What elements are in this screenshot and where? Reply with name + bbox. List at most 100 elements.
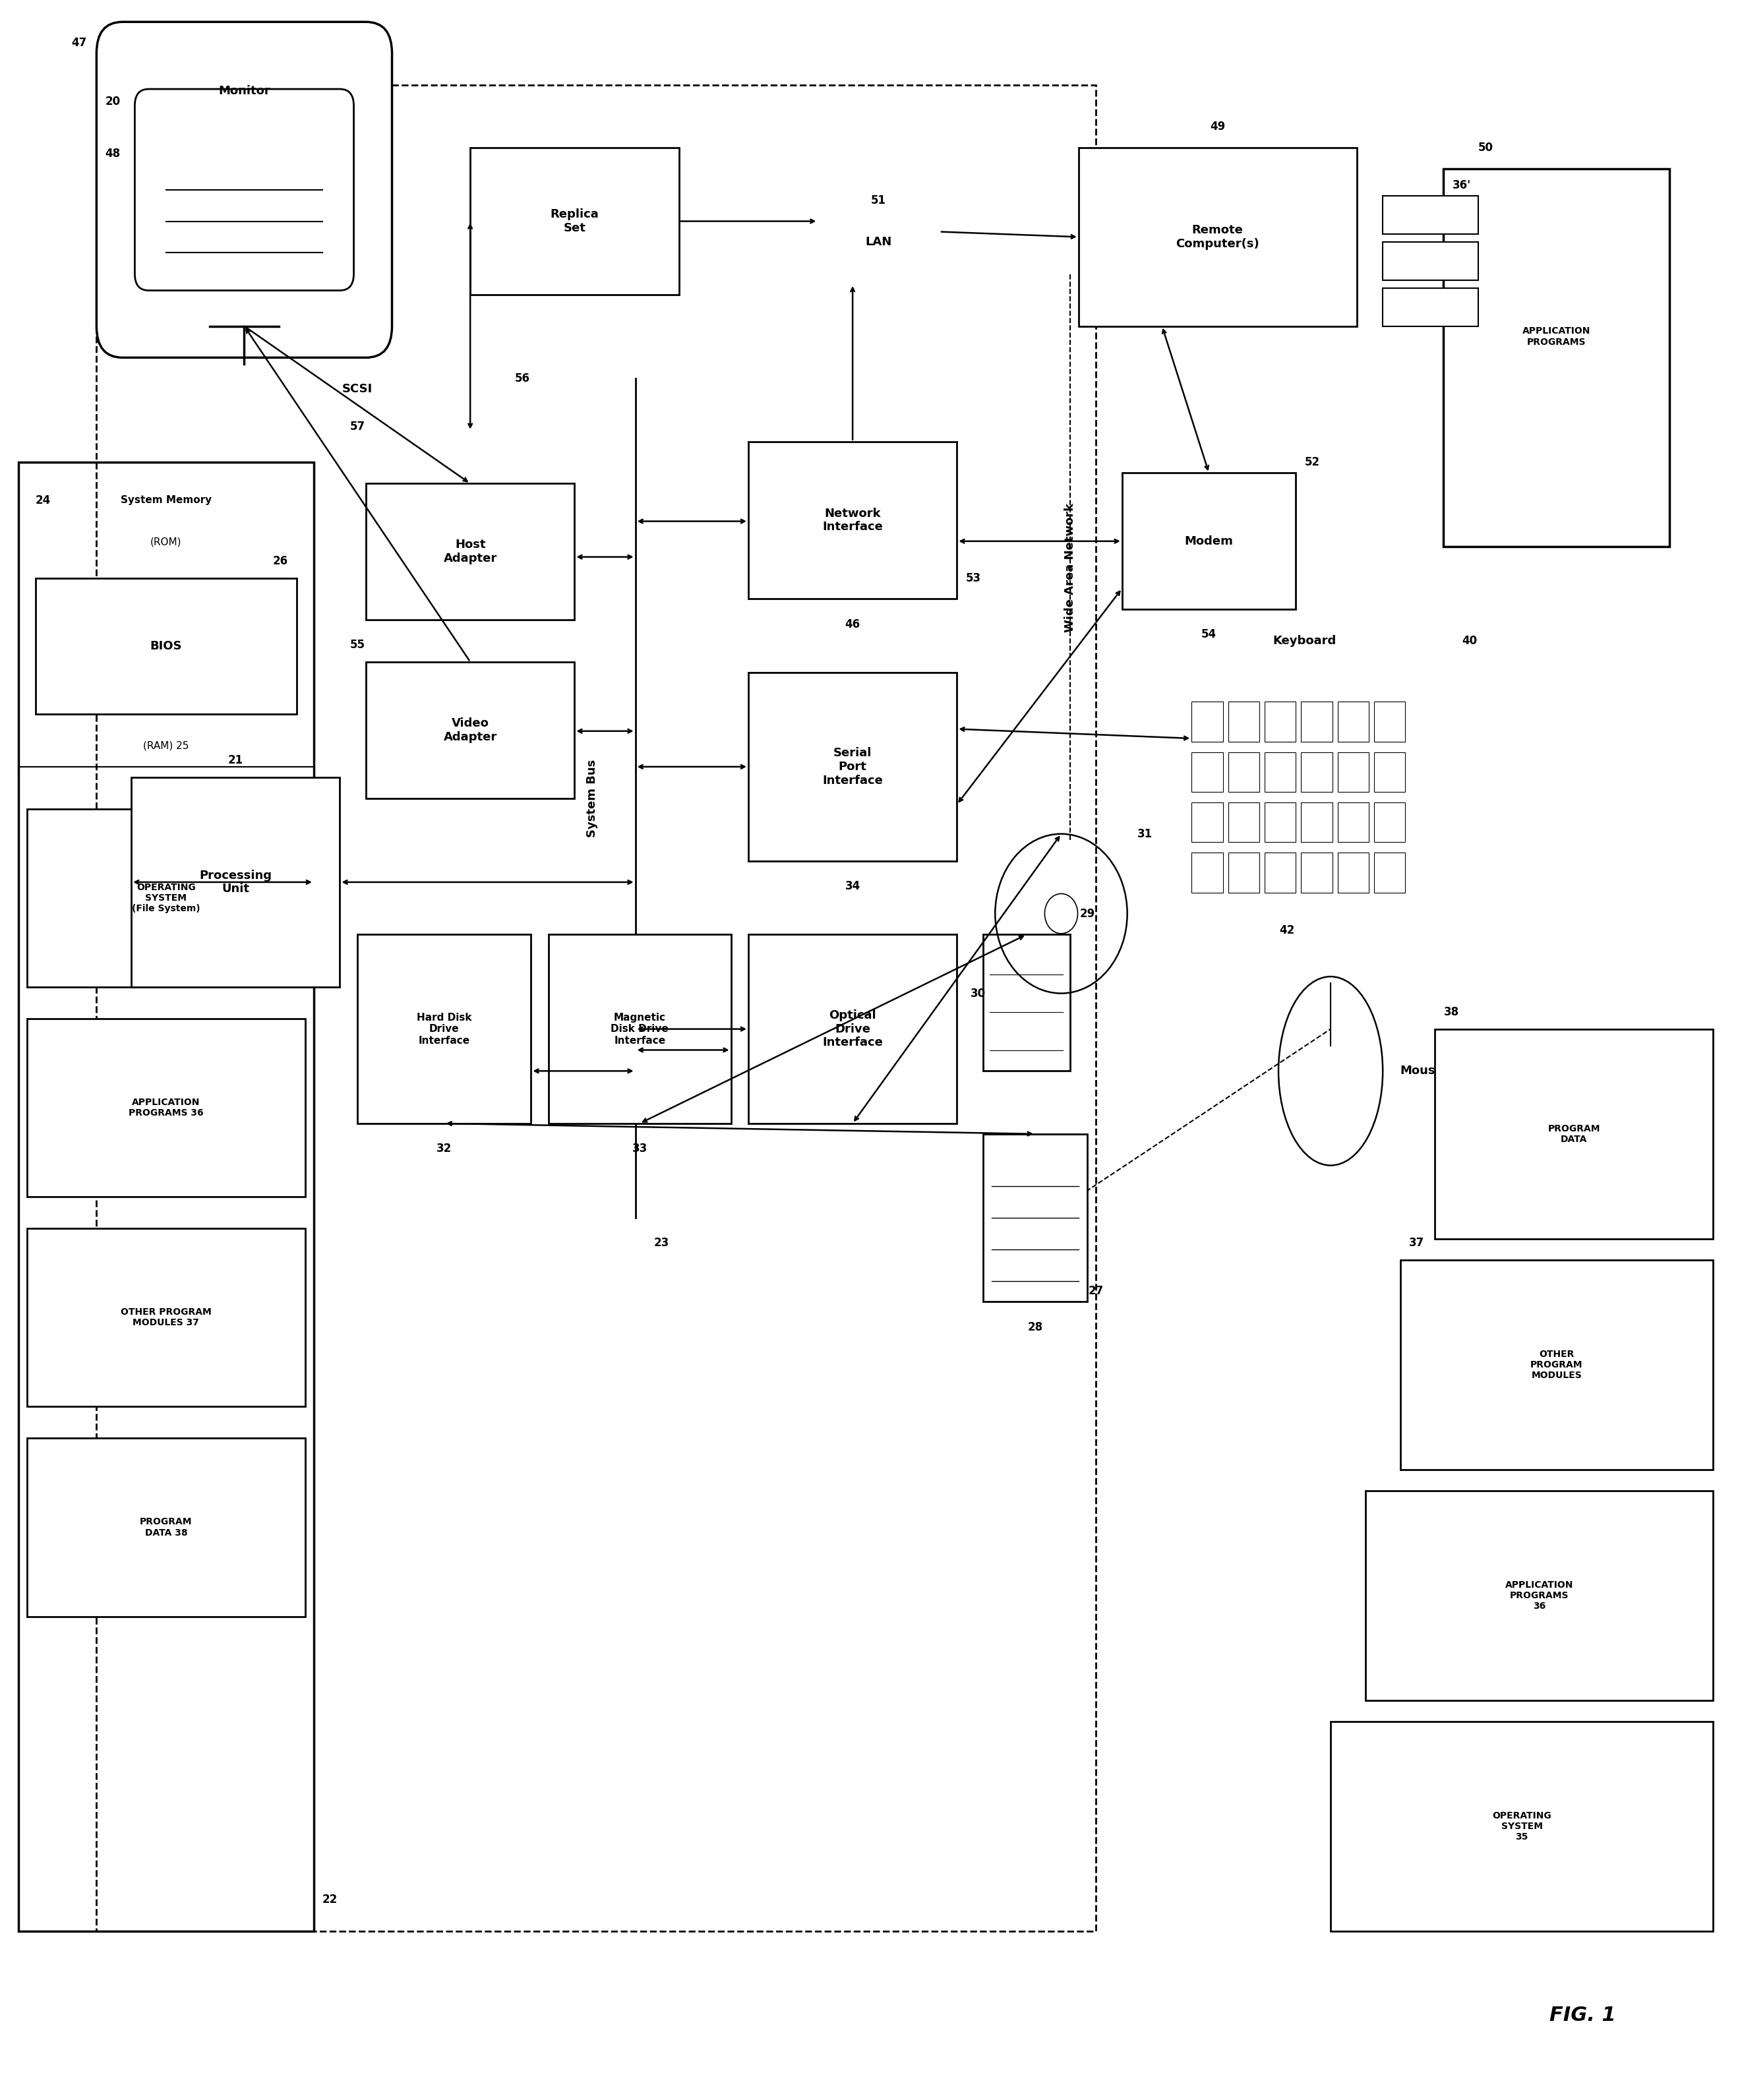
Text: 54: 54 — [1201, 628, 1216, 640]
Text: OPERATING
SYSTEM
(File System): OPERATING SYSTEM (File System) — [132, 882, 200, 914]
Bar — [1228, 701, 1260, 741]
Bar — [748, 934, 957, 1124]
Text: Video
Adapter: Video Adapter — [444, 718, 498, 743]
Text: 29: 29 — [1079, 907, 1094, 920]
Text: 27: 27 — [1088, 1285, 1103, 1298]
Text: 34: 34 — [846, 880, 860, 892]
Bar — [1265, 752, 1296, 792]
Bar — [1401, 1260, 1712, 1470]
Text: 22: 22 — [322, 1894, 338, 1905]
Bar — [470, 147, 679, 294]
Bar — [96, 84, 1096, 1932]
Bar — [28, 1439, 304, 1617]
Text: Keyboard: Keyboard — [1274, 634, 1336, 647]
Bar — [1228, 752, 1260, 792]
Text: 49: 49 — [1209, 122, 1225, 132]
Text: SCSI: SCSI — [343, 382, 372, 395]
Bar — [1366, 1491, 1712, 1701]
Text: APPLICATION
PROGRAMS: APPLICATION PROGRAMS — [1522, 328, 1590, 347]
Bar — [1079, 147, 1357, 325]
Bar — [1383, 195, 1479, 233]
Bar — [1228, 802, 1260, 842]
Text: BIOS: BIOS — [150, 640, 183, 651]
Bar — [748, 441, 957, 598]
Bar — [1338, 802, 1369, 842]
Text: 53: 53 — [966, 571, 981, 584]
Text: (RAM) 25: (RAM) 25 — [143, 741, 190, 750]
Text: System Memory: System Memory — [120, 496, 212, 506]
Bar — [365, 483, 574, 620]
Text: Mouse: Mouse — [1401, 1065, 1444, 1077]
Text: (ROM): (ROM) — [150, 538, 181, 548]
Text: Hard Disk
Drive
Interface: Hard Disk Drive Interface — [416, 1012, 472, 1046]
Text: 55: 55 — [350, 638, 365, 651]
Bar — [1331, 1722, 1712, 1932]
Bar — [1192, 752, 1223, 792]
Text: 36': 36' — [1453, 178, 1470, 191]
Bar — [983, 934, 1070, 1071]
Bar — [19, 462, 313, 1932]
Text: Replica
Set: Replica Set — [550, 208, 599, 233]
Text: 35: 35 — [285, 785, 299, 798]
Bar — [1383, 288, 1479, 326]
Bar — [1338, 701, 1369, 741]
Text: 47: 47 — [71, 38, 87, 48]
FancyBboxPatch shape — [134, 88, 353, 290]
Bar — [1302, 802, 1333, 842]
Text: 30: 30 — [971, 987, 985, 1000]
Text: OPERATING
SYSTEM
35: OPERATING SYSTEM 35 — [1493, 1810, 1552, 1842]
Text: 20: 20 — [104, 94, 120, 107]
Bar — [37, 578, 296, 714]
FancyBboxPatch shape — [96, 21, 392, 357]
Text: 57: 57 — [350, 420, 365, 433]
Text: 51: 51 — [872, 195, 886, 206]
Text: Network
Interface: Network Interface — [823, 508, 882, 533]
Bar — [1375, 802, 1406, 842]
Text: 56: 56 — [515, 372, 531, 384]
Text: Processing
Unit: Processing Unit — [200, 869, 271, 895]
Text: LAN: LAN — [865, 237, 893, 248]
Text: APPLICATION
PROGRAMS 36: APPLICATION PROGRAMS 36 — [129, 1098, 204, 1117]
Bar — [1265, 853, 1296, 892]
Bar — [1338, 752, 1369, 792]
Bar — [1375, 752, 1406, 792]
Text: 24: 24 — [37, 493, 50, 506]
Bar — [1444, 168, 1670, 546]
Text: 52: 52 — [1305, 456, 1319, 468]
Text: PROGRAM
DATA: PROGRAM DATA — [1549, 1124, 1601, 1145]
Text: System Bus: System Bus — [586, 760, 599, 838]
Text: Magnetic
Disk Drive
Interface: Magnetic Disk Drive Interface — [611, 1012, 668, 1046]
Text: Optical
Drive
Interface: Optical Drive Interface — [823, 1010, 882, 1048]
Text: PROGRAM
DATA 38: PROGRAM DATA 38 — [139, 1518, 191, 1537]
Bar — [1375, 853, 1406, 892]
Bar — [1435, 1029, 1712, 1239]
Text: 21: 21 — [228, 754, 244, 766]
Bar — [357, 934, 531, 1124]
Text: 48: 48 — [104, 147, 120, 160]
Bar — [28, 1228, 304, 1407]
Text: FIG. 1: FIG. 1 — [1549, 2005, 1616, 2024]
Bar — [28, 1018, 304, 1197]
Text: 28: 28 — [1028, 1321, 1042, 1334]
Bar — [1192, 701, 1223, 741]
Text: Remote
Computer(s): Remote Computer(s) — [1176, 225, 1260, 250]
Bar — [365, 662, 574, 798]
Text: 33: 33 — [632, 1142, 647, 1155]
Text: 50: 50 — [1479, 143, 1493, 153]
Text: 37: 37 — [1409, 1237, 1423, 1250]
Bar — [1383, 242, 1479, 279]
Text: 32: 32 — [437, 1142, 452, 1155]
Bar — [748, 672, 957, 861]
Text: 38: 38 — [1444, 1006, 1458, 1019]
Bar — [1192, 802, 1223, 842]
Bar — [1302, 853, 1333, 892]
Bar — [1375, 701, 1406, 741]
Text: Serial
Port
Interface: Serial Port Interface — [823, 748, 882, 785]
Text: 40: 40 — [1462, 634, 1477, 647]
Text: Host
Adapter: Host Adapter — [444, 540, 498, 565]
Text: OTHER PROGRAM
MODULES 37: OTHER PROGRAM MODULES 37 — [120, 1308, 212, 1327]
Bar — [1302, 752, 1333, 792]
Text: APPLICATION
PROGRAMS
36: APPLICATION PROGRAMS 36 — [1505, 1579, 1573, 1611]
Bar — [28, 809, 304, 987]
Bar — [1265, 802, 1296, 842]
